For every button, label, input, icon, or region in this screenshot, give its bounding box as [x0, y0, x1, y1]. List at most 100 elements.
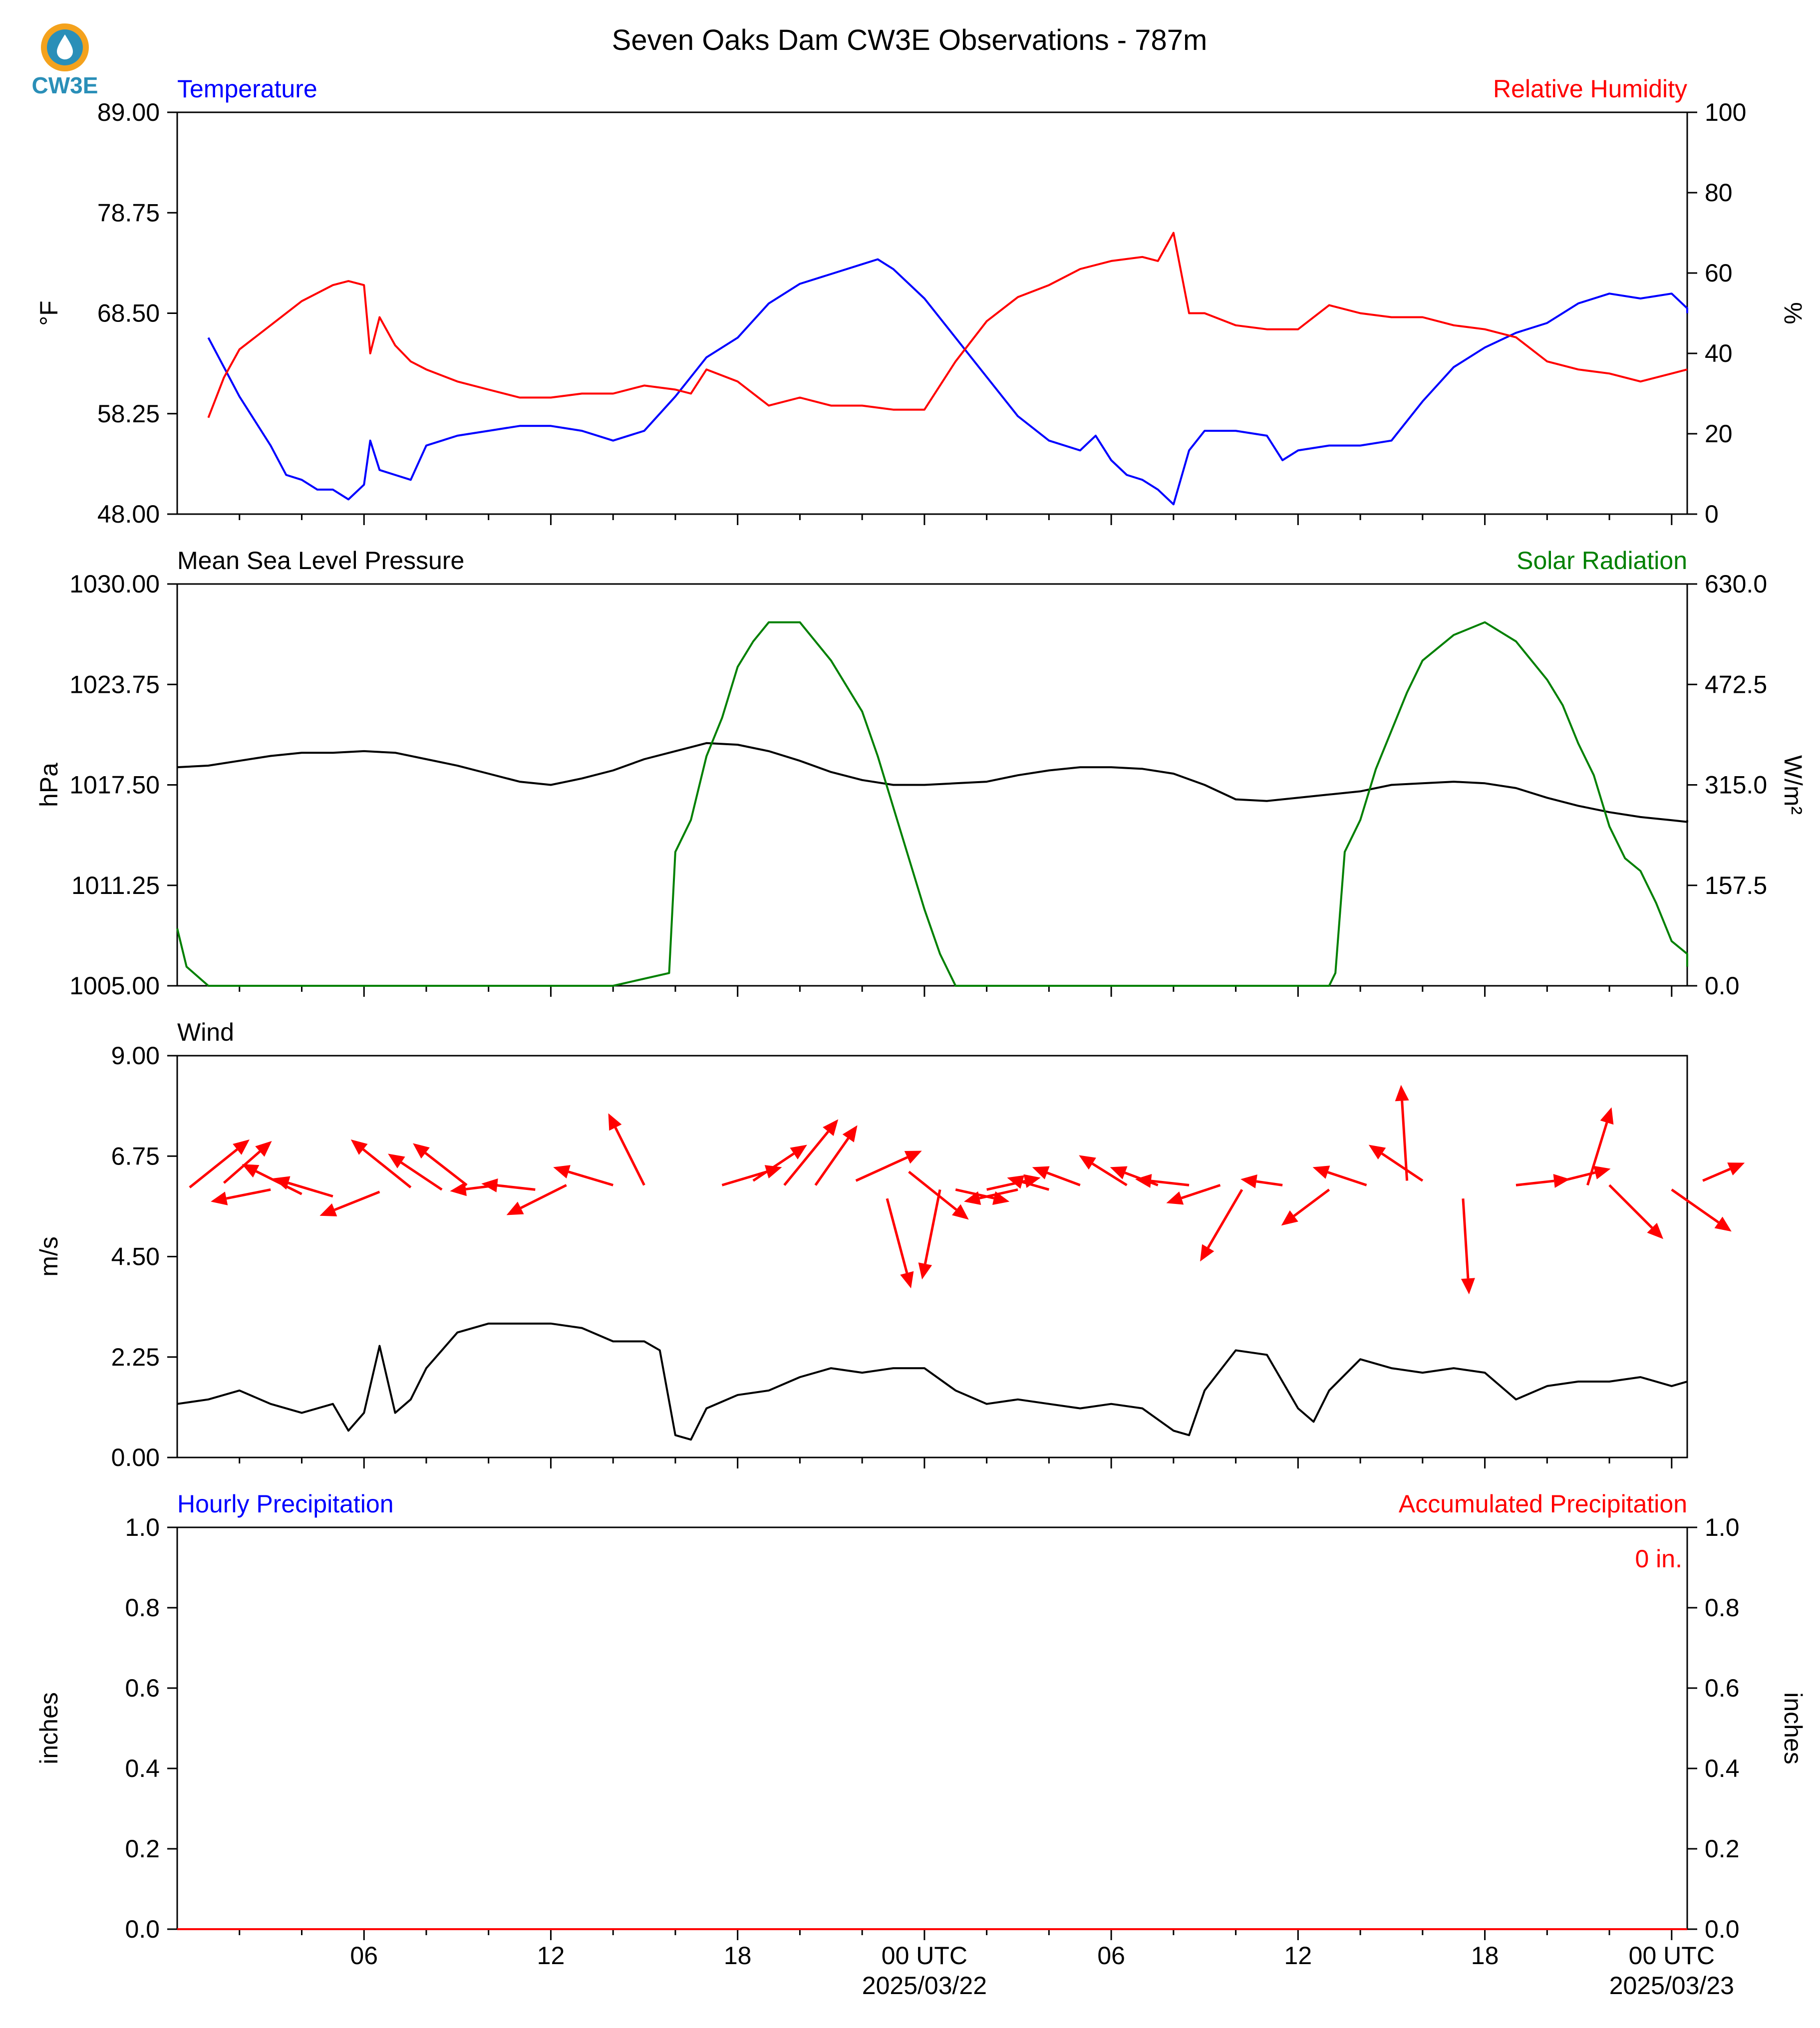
wind-arrow — [1671, 1188, 1732, 1232]
wind-arrow — [481, 1178, 536, 1192]
y-tick-label-right: 100 — [1705, 98, 1746, 126]
wind-arrow-shaft — [1207, 1189, 1243, 1248]
y-tick-label-left: 0.6 — [125, 1674, 160, 1702]
wind-arrow-head — [1135, 1174, 1152, 1188]
y-tick-label-right: 0 — [1705, 500, 1719, 528]
wind-arrow-head — [823, 1119, 839, 1137]
y-tick-label-right: 0.0 — [1705, 1915, 1740, 1943]
y-tick-label-left: 1011.25 — [71, 871, 160, 899]
y-tick-label-left: 0.2 — [125, 1835, 160, 1863]
wind-arrow — [242, 1164, 303, 1195]
wind-arrow — [1368, 1145, 1424, 1182]
y-tick-label-right: 630.0 — [1705, 570, 1767, 598]
wind-arrow-shaft — [1516, 1179, 1554, 1186]
wind-arrow-shaft — [1608, 1184, 1653, 1229]
wind-arrow — [1240, 1174, 1283, 1188]
y-tick-label-left: 58.25 — [97, 400, 160, 428]
y-axis-label-left: °F — [35, 300, 63, 326]
chart-title: Seven Oaks Dam CW3E Observations - 787m — [612, 24, 1208, 56]
y-tick-label-right: 0.6 — [1705, 1674, 1740, 1702]
wind-arrow-head — [1368, 1145, 1386, 1159]
wind-arrow-head — [790, 1145, 807, 1159]
wind-arrow-shaft — [1022, 1180, 1050, 1191]
wind-arrow-head — [764, 1165, 782, 1178]
x-tick-label: 12 — [537, 1942, 565, 1970]
wind-arrow — [1702, 1162, 1745, 1182]
panel-title-left: Wind — [177, 1018, 234, 1046]
y-tick-label-left: 68.50 — [97, 299, 160, 327]
y-tick-label-right: 20 — [1705, 420, 1733, 448]
y-tick-label-left: 0.8 — [125, 1594, 160, 1622]
wind-arrow-shaft — [400, 1161, 443, 1191]
wind-arrow — [886, 1198, 914, 1289]
wind-arrow — [721, 1165, 782, 1186]
wind-arrow-shaft — [226, 1188, 271, 1200]
y-tick-label-right: 80 — [1705, 179, 1733, 207]
wind-arrow — [553, 1165, 613, 1186]
x-date-label: 2025/03/22 — [862, 1972, 987, 2000]
panel-title-right: Relative Humidity — [1493, 75, 1687, 103]
wind-arrow-head — [1461, 1278, 1475, 1295]
wind-arrow-head — [1600, 1107, 1614, 1125]
x-tick-label: 18 — [1471, 1942, 1499, 1970]
y-tick-label-right: 0.0 — [1705, 972, 1740, 1000]
wind-arrow — [783, 1119, 839, 1186]
wind-arrow — [1312, 1165, 1367, 1186]
wind-arrow-head — [1714, 1216, 1732, 1232]
wind-arrow-shaft — [1151, 1179, 1190, 1186]
wind-arrow-head — [211, 1191, 228, 1205]
wind-arrow — [918, 1189, 941, 1280]
panel-title-right: Accumulated Precipitation — [1399, 1490, 1687, 1518]
wind-arrow-head — [1110, 1166, 1128, 1179]
wind-arrow-shaft — [855, 1156, 908, 1182]
wind-arrow-head — [1281, 1210, 1298, 1226]
x-tick-label: 12 — [1284, 1942, 1312, 1970]
wind-arrow-head — [481, 1178, 498, 1192]
x-tick-label: 18 — [724, 1942, 752, 1970]
wind-arrow — [1007, 1175, 1050, 1191]
wind-arrow-head — [918, 1262, 932, 1280]
wind-arrow — [413, 1143, 468, 1186]
y-tick-label-left: 1017.50 — [69, 771, 160, 799]
y-tick-label-left: 0.00 — [111, 1444, 160, 1471]
wind-arrow-shaft — [1256, 1180, 1283, 1186]
wind-arrow — [350, 1139, 412, 1188]
y-tick-label-right: 40 — [1705, 339, 1733, 367]
wind-arrow-head — [1032, 1166, 1050, 1179]
wind-arrow-head — [1200, 1244, 1214, 1262]
wind-arrow — [223, 1141, 272, 1184]
wind-arrow — [1135, 1174, 1190, 1188]
wind-arrow-head — [1166, 1191, 1184, 1205]
y-axis-label-left: inches — [35, 1692, 63, 1764]
water-drop-logo-icon — [57, 34, 73, 59]
wind-arrow-head — [900, 1271, 914, 1289]
wind-arrow-shaft — [1046, 1171, 1081, 1186]
panel-title-right: Solar Radiation — [1517, 547, 1687, 575]
wind-arrow-shaft — [1092, 1162, 1128, 1186]
wind-arrow-head — [1727, 1162, 1745, 1175]
wind-arrow-head — [319, 1203, 337, 1216]
wind-arrow-shaft — [1327, 1171, 1367, 1186]
panel-title-left: Hourly Precipitation — [177, 1490, 394, 1518]
wind-arrow-shaft — [1381, 1153, 1424, 1182]
wind-arrow-head — [388, 1154, 405, 1168]
y-tick-label-left: 2.25 — [111, 1343, 160, 1371]
panel-title-left: Mean Sea Level Pressure — [177, 547, 464, 575]
wind-arrow-head — [842, 1125, 858, 1143]
y-tick-label-left: 48.00 — [97, 500, 160, 528]
series-line-pressure — [177, 742, 1688, 823]
wind-arrow — [1562, 1165, 1611, 1182]
wind-arrow — [388, 1154, 443, 1191]
series-line-wind_speed — [177, 1322, 1688, 1441]
y-tick-label-right: 157.5 — [1705, 871, 1767, 899]
wind-arrow-shaft — [1462, 1198, 1470, 1279]
wind-arrow — [1200, 1189, 1243, 1262]
wind-arrow-head — [273, 1176, 291, 1190]
wind-arrow-head — [1395, 1085, 1409, 1102]
wind-arrow — [1516, 1174, 1570, 1188]
y-tick-label-right: 315.0 — [1705, 771, 1767, 799]
wind-arrow — [1461, 1198, 1475, 1295]
wind-arrow-shaft — [979, 1188, 1018, 1199]
y-tick-label-left: 0.0 — [125, 1915, 160, 1943]
wind-arrow — [211, 1188, 271, 1205]
